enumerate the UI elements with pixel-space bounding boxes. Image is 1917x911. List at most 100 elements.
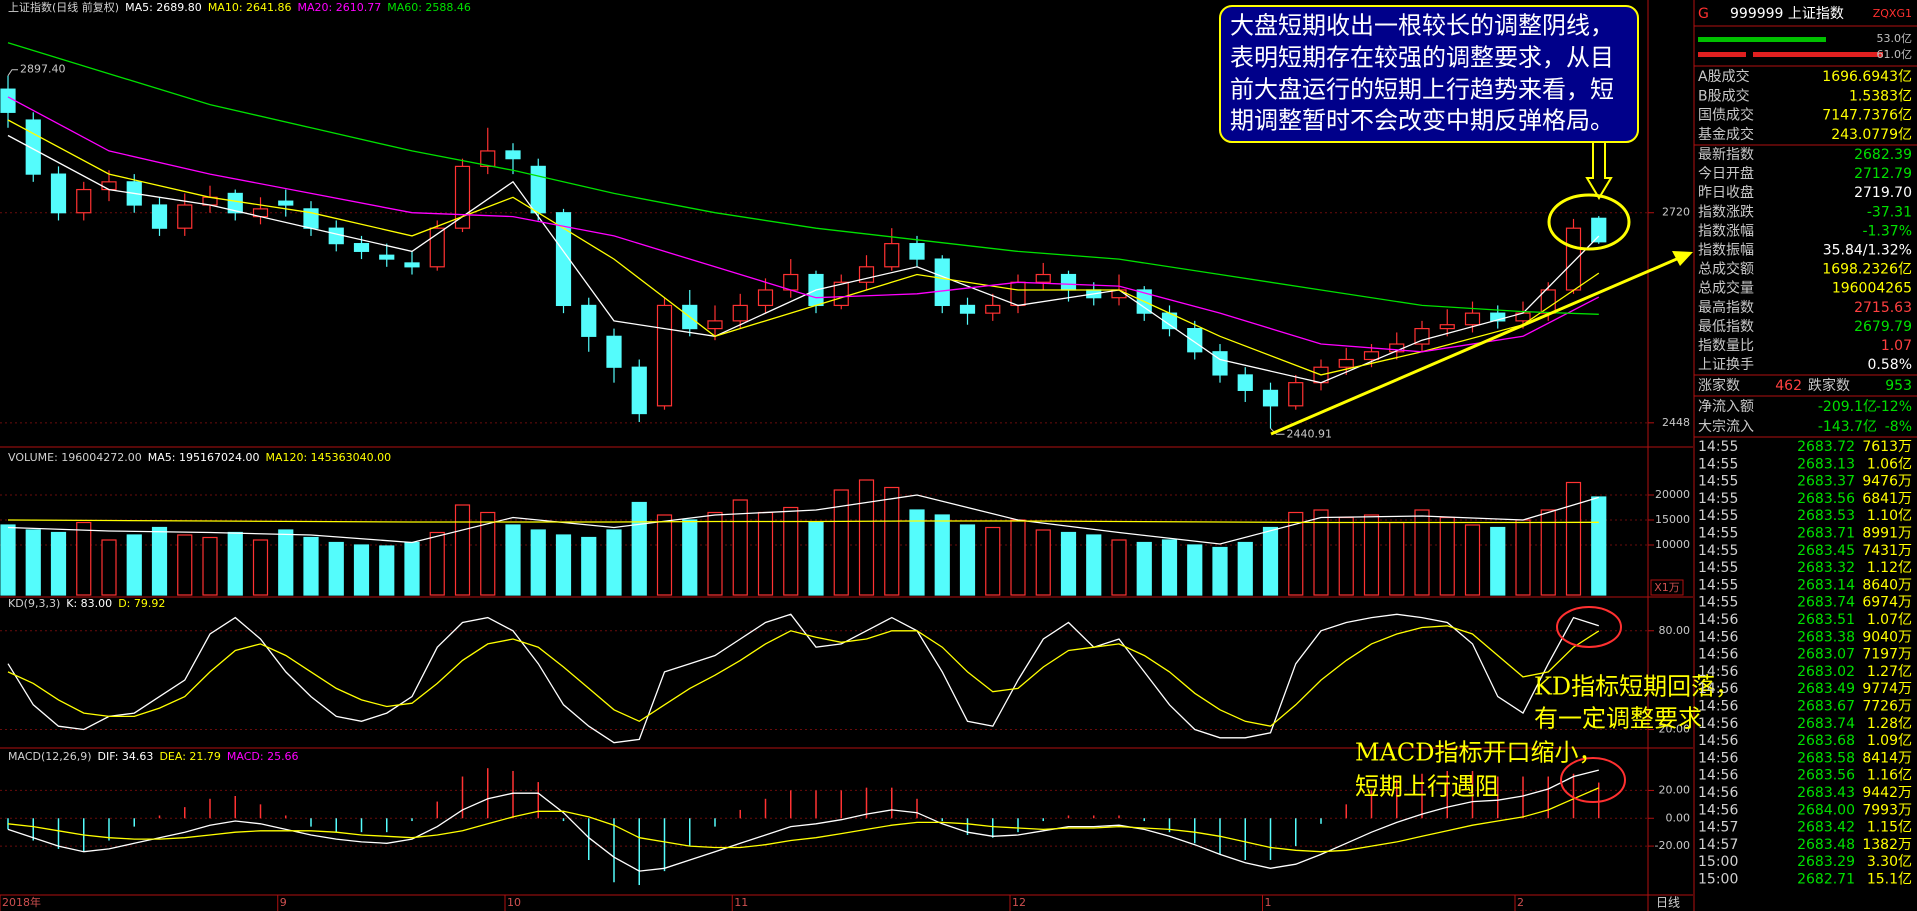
candle-body (379, 254, 395, 260)
flow-label: 大宗流入 (1698, 419, 1754, 435)
y-tick-label: 10000 (1655, 538, 1690, 551)
legend-entry: MA60: 2588.46 (387, 1, 471, 14)
quote-label: 最高指数 (1698, 299, 1754, 316)
quote-value: 1696.6943亿 (1822, 69, 1912, 85)
trade-time: 14:57 (1698, 837, 1738, 853)
breadth-label: 跌家数 (1808, 377, 1850, 394)
y-tick-label: 20000 (1655, 488, 1690, 501)
volume-bar (1464, 524, 1481, 596)
plot: 上证指数(日线 前复权) MA5: 2689.80 MA10: 2641.86 MA2… (0, 0, 1690, 911)
candle-body (985, 304, 1001, 314)
trade-time: 14:56 (1698, 681, 1738, 697)
x-tick-label: 12 (1012, 896, 1026, 909)
candle-body (858, 266, 875, 283)
quote-label: 最低指数 (1698, 319, 1754, 335)
volume-bar (1540, 509, 1556, 596)
quote-value: 2679.79 (1854, 319, 1912, 335)
legend-entry: DEA: 21.79 (159, 750, 220, 763)
quote-label: 今日开盘 (1698, 165, 1754, 182)
trade-volume: 7431万 (1862, 543, 1912, 559)
candle-body (1338, 358, 1354, 368)
panel-header: MACD(12,26,9) DIF: 34.63 DEA: 21.79 MACD: 2… (8, 750, 299, 763)
candle-body (909, 243, 925, 260)
volume-bar (934, 514, 950, 596)
quote-label: 最新指数 (1698, 147, 1754, 163)
volume-bar (606, 529, 622, 596)
trade-volume: 7613万 (1862, 439, 1912, 455)
volume-bar (858, 479, 875, 596)
candle-body (884, 243, 900, 268)
candle-body (1035, 273, 1051, 283)
trade-time: 14:56 (1698, 768, 1738, 784)
candle-body (50, 173, 67, 214)
trade-volume: 1.12亿 (1867, 560, 1912, 576)
volume-bar (328, 541, 344, 596)
trade-time: 14:55 (1698, 560, 1738, 576)
legend-entry: MACD(12,26,9) (8, 750, 92, 763)
trade-time: 14:55 (1698, 508, 1738, 524)
annotation: MACD指标开口缩小， (1355, 739, 1603, 767)
panel-tag: ZQXG1 (1873, 7, 1912, 20)
candle-body (1591, 217, 1607, 243)
volume-bar (1439, 516, 1455, 596)
flow-label: 净流入额 (1698, 399, 1754, 415)
trade-volume: 7197万 (1862, 647, 1912, 663)
x-tick-label: 2018年 (2, 895, 41, 909)
trade-price: 2683.51 (1797, 612, 1855, 628)
volume-bar (1086, 534, 1102, 596)
high-label: 2897.40 (20, 63, 66, 76)
quote-value: 7147.7376亿 (1822, 108, 1912, 124)
quote-value: 196004265 (1832, 281, 1912, 297)
quote-value: -37.31 (1867, 204, 1912, 220)
trade-price: 2683.42 (1797, 820, 1855, 836)
quote-value: 2715.63 (1854, 300, 1912, 316)
volume-bar (581, 536, 597, 596)
trade-price: 2683.32 (1797, 560, 1855, 576)
trade-volume: 1.06亿 (1867, 456, 1912, 472)
volume-bar (303, 536, 319, 596)
quote-label: 昨日收盘 (1698, 184, 1754, 201)
volume-bar (757, 511, 774, 596)
y-tick-label: -20.00 (1655, 839, 1690, 852)
legend-entry: VOLUME: 196004272.00 (8, 451, 142, 464)
legend-entry: MACD: 25.66 (227, 750, 299, 763)
trade-time: 14:55 (1698, 543, 1738, 559)
series-line (7, 494, 1599, 545)
trade-price: 2683.43 (1797, 785, 1855, 801)
ratio-bar (1698, 52, 1746, 57)
trade-price: 2683.14 (1797, 577, 1855, 593)
annotation: KD指标短期回落， (1534, 673, 1739, 701)
trade-time: 14:56 (1698, 629, 1738, 645)
trade-price: 2683.38 (1797, 629, 1855, 645)
flow-percent: -12% (1876, 399, 1912, 415)
trade-time: 14:56 (1698, 733, 1738, 749)
series-line (7, 625, 1600, 727)
volume-bar (631, 501, 647, 596)
callout-text: 前大盘运行的短期上行趋势来看，短 (1230, 76, 1614, 104)
x-tick-label: 2 (1517, 896, 1524, 909)
trade-time: 14:56 (1698, 802, 1738, 818)
candle-body (505, 150, 521, 160)
candle-body (934, 258, 950, 307)
callout-text: 大盘短期收出一根较长的调整阴线， (1230, 12, 1614, 40)
highlight-circle (1556, 606, 1622, 648)
breadth-value: 953 (1885, 378, 1912, 394)
candle-body (480, 150, 496, 167)
trade-volume: 1.15亿 (1867, 820, 1912, 836)
trade-price: 2684.00 (1797, 802, 1855, 818)
trade-volume: 9476万 (1862, 474, 1912, 490)
volume-bar (429, 531, 445, 596)
series-line (7, 119, 1600, 376)
candle-body (1439, 324, 1455, 330)
volume-bar (1338, 516, 1354, 596)
extreme-pointer (1270, 427, 1285, 435)
trade-volume: 7993万 (1862, 802, 1912, 818)
trade-price: 2683.56 (1797, 491, 1855, 507)
trade-volume: 3.30亿 (1867, 854, 1912, 870)
volume-bar (379, 545, 395, 596)
trade-price: 2683.49 (1797, 681, 1855, 697)
volume-bar (1262, 526, 1279, 596)
y-tick-label: 20.00 (1659, 723, 1691, 736)
